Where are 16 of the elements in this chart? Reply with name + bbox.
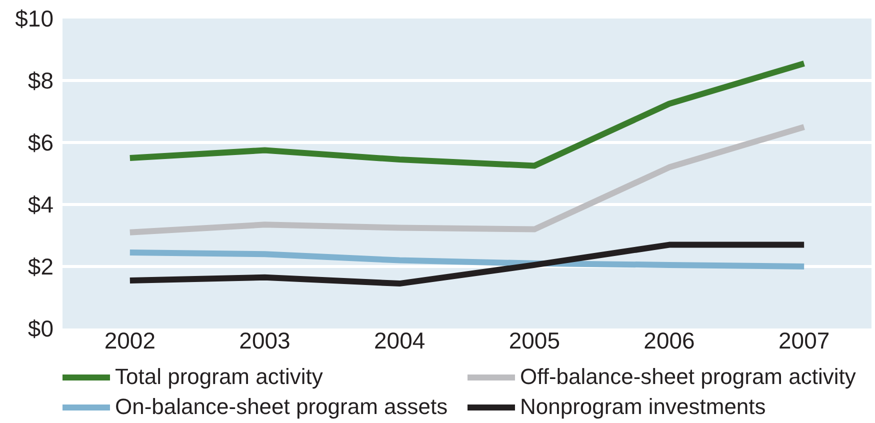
legend-label: Nonprogram investments (520, 394, 767, 420)
legend-label: Total program activity (115, 367, 324, 390)
y-tick-label: $2 (28, 254, 54, 280)
x-tick-label: 2002 (104, 328, 156, 354)
x-tick-label: 2005 (508, 328, 560, 354)
y-tick-label: $4 (28, 192, 54, 218)
x-tick-label: 2006 (644, 328, 695, 354)
y-tick-label: $0 (28, 316, 54, 342)
y-tick-label: $10 (15, 6, 54, 32)
y-tick-label: $6 (28, 130, 54, 156)
x-tick-label: 2004 (374, 328, 426, 354)
y-tick-label: $8 (28, 68, 54, 94)
x-tick-label: 2003 (239, 328, 290, 354)
legend-label: Off-balance-sheet program activity (520, 367, 857, 390)
x-tick-label: 2007 (778, 328, 830, 354)
legend-label: On-balance-sheet program assets (115, 394, 449, 420)
